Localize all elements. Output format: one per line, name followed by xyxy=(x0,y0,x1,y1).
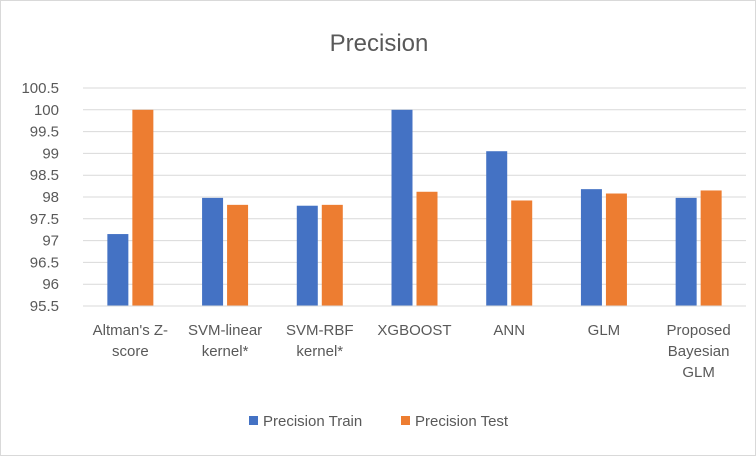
bar-precision-train xyxy=(675,197,697,306)
y-tick-label: 98.5 xyxy=(30,167,59,184)
gridlines xyxy=(83,87,746,285)
bar-precision-train xyxy=(391,109,413,306)
bar-precision-test xyxy=(511,200,533,306)
bars xyxy=(107,109,722,306)
bar-precision-test xyxy=(416,191,438,306)
legend-label: Precision Train xyxy=(263,413,362,430)
y-tick-label: 96 xyxy=(42,276,59,293)
y-tick-label: 99.5 xyxy=(30,124,59,141)
x-category-label: ANN xyxy=(493,322,525,339)
y-tick-label: 95.5 xyxy=(30,298,59,315)
x-category-label: XGBOOST xyxy=(377,322,451,339)
x-category-label: SVM-RBF kernel* xyxy=(286,322,354,360)
y-tick-label: 100 xyxy=(34,102,59,119)
x-category-label: Proposed Bayesian GLM xyxy=(667,322,731,381)
x-category-label: GLM xyxy=(588,322,621,339)
chart-title: Precision xyxy=(330,30,429,57)
legend-swatch xyxy=(401,416,410,425)
bar-precision-test xyxy=(605,193,627,306)
x-category-label: SVM-linear kernel* xyxy=(188,322,262,360)
y-tick-label: 96.5 xyxy=(30,254,59,271)
y-tick-label: 97.5 xyxy=(30,211,59,228)
bar-precision-test xyxy=(700,190,722,306)
x-axis-categories: Altman's Z-score SVM-linear kernel* SVM-RBF… xyxy=(93,322,731,381)
x-category-label: Altman's Z-score xyxy=(93,322,168,360)
bar-precision-test xyxy=(132,109,154,306)
legend-swatch xyxy=(249,416,258,425)
legend: Precision Train Precision Test xyxy=(249,413,509,430)
y-tick-label: 100.5 xyxy=(21,80,59,97)
y-tick-label: 97 xyxy=(42,233,59,250)
bar-precision-train xyxy=(202,197,224,306)
legend-label: Precision Test xyxy=(415,413,509,430)
y-tick-label: 99 xyxy=(42,145,59,162)
bar-precision-test xyxy=(227,204,249,306)
bar-precision-train xyxy=(486,151,508,306)
y-tick-label: 98 xyxy=(42,189,59,206)
bar-precision-train xyxy=(580,189,602,306)
bar-precision-train xyxy=(107,234,129,306)
bar-precision-test xyxy=(321,204,343,306)
bar-precision-train xyxy=(296,205,318,306)
y-axis-ticks: 95.5 96 96.5 97 97.5 98 98.5 99 99.5 100 100.5 xyxy=(21,80,59,315)
